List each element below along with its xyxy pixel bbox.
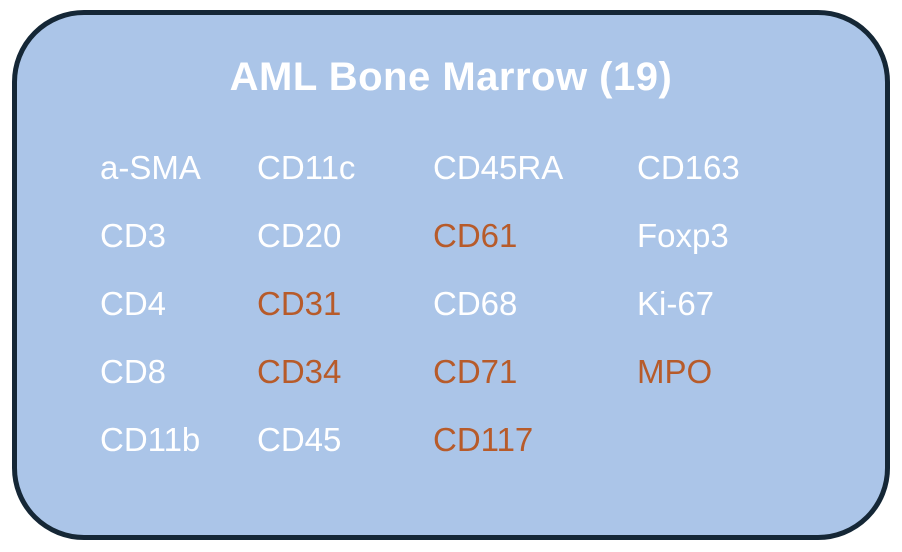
marker-label-cd45ra: CD45RA [433, 149, 564, 186]
panel-title: AML Bone Marrow (19) [229, 55, 673, 99]
marker-label-cd11c: CD11c [257, 149, 356, 186]
aml-bone-marrow-panel-card: AML Bone Marrow (19) a-SMA CD11c CD45RA CD1… [12, 10, 890, 540]
marker-label-cd8: CD8 [100, 353, 167, 390]
marker-label-ki-67: Ki-67 [637, 285, 715, 322]
marker-label-cd163: CD163 [637, 149, 740, 186]
marker-label-cd3: CD3 [100, 217, 167, 254]
marker-label-cd20: CD20 [257, 217, 342, 254]
marker-label-cd31: CD31 [257, 285, 342, 322]
marker-label-cd68: CD68 [433, 285, 518, 322]
marker-label-cd4: CD4 [100, 285, 167, 322]
marker-label-cd117: CD117 [433, 421, 534, 458]
marker-label-cd45: CD45 [257, 421, 342, 458]
marker-label-cd71: CD71 [433, 353, 518, 390]
marker-label-foxp3: Foxp3 [637, 217, 729, 254]
marker-label-mpo: MPO [637, 353, 713, 390]
marker-label-cd11b: CD11b [100, 421, 201, 458]
marker-grid: a-SMA CD11c CD45RA CD163 CD3 CD20 CD61 Foxp3 CD4… [100, 134, 865, 474]
marker-label-cd34: CD34 [257, 353, 342, 390]
marker-label-cd61: CD61 [433, 217, 518, 254]
marker-label-a-sma: a-SMA [100, 149, 201, 186]
